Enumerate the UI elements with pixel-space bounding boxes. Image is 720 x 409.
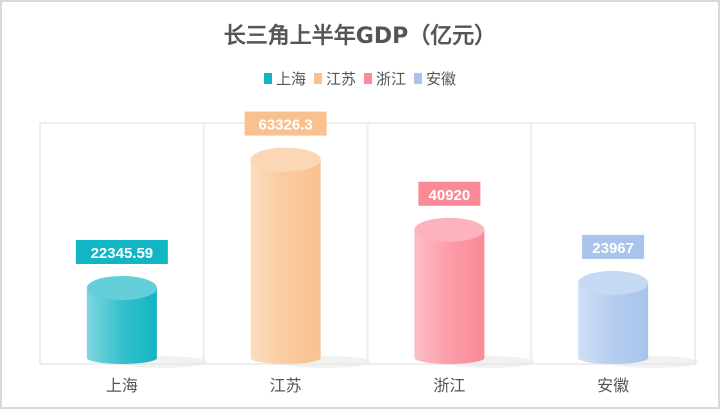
legend-swatch [414, 73, 423, 84]
legend-swatch [364, 73, 372, 84]
bar-江苏 [250, 159, 321, 364]
bar-top-cap [250, 147, 321, 172]
bar-top-cap [414, 217, 485, 242]
legend-item[interactable]: 上海 [263, 68, 306, 89]
data-label: 63326.3 [259, 117, 313, 134]
chart-title: 长三角上半年GDP（亿元） [223, 24, 497, 49]
data-label-box [582, 234, 645, 259]
data-label-box [75, 239, 168, 264]
x-tick-label: 安徽 [597, 376, 629, 395]
bar-上海 [86, 287, 157, 364]
data-label: 22345.59 [91, 245, 154, 262]
legend-swatch [313, 73, 322, 84]
legend-item[interactable]: 安徽 [414, 68, 456, 89]
data-label: 40920 [429, 187, 471, 204]
x-tick-label: 浙江 [433, 376, 465, 395]
legend-item[interactable]: 江苏 [313, 68, 356, 89]
legend-label: 江苏 [325, 70, 356, 88]
legend-label: 浙江 [376, 70, 407, 88]
bar-浙江 [414, 229, 485, 364]
x-tick-label: 江苏 [270, 376, 302, 395]
bar-安徽 [578, 282, 649, 364]
data-label: 23967 [592, 240, 634, 257]
legend: 上海 江苏 浙江 安徽 [0, 68, 720, 89]
legend-item[interactable]: 浙江 [364, 68, 406, 89]
legend-swatch [263, 73, 272, 84]
bar-top-cap [578, 270, 649, 295]
bar-top-cap [86, 275, 157, 300]
legend-label: 上海 [275, 70, 306, 88]
data-label-box [244, 111, 327, 136]
data-label-box [418, 181, 481, 206]
legend-label: 安徽 [426, 70, 457, 88]
x-tick-label: 上海 [106, 376, 138, 395]
